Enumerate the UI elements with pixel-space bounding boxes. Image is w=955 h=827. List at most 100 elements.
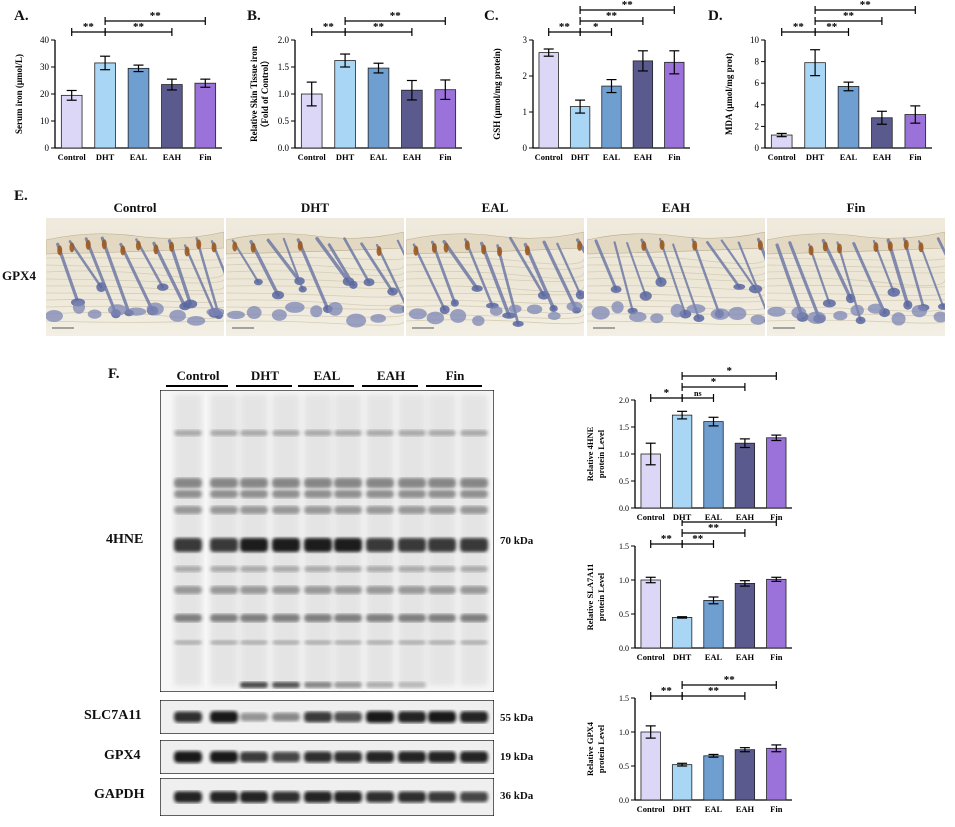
sig-label: * — [726, 365, 732, 377]
x-tick-label: EAL — [603, 152, 621, 162]
blot-band — [272, 566, 300, 572]
y-tick-label: 1.5 — [278, 62, 290, 72]
blot-band — [398, 682, 426, 688]
bar — [538, 52, 559, 149]
blot-band — [272, 712, 300, 722]
chart-gpx4-level: 0.0 0.5 1.0 1.5 Relative GPX4 protein Level Co… — [585, 674, 792, 814]
blot-band — [334, 566, 362, 572]
bar — [703, 421, 724, 509]
y-axis-label: protein Level — [596, 572, 606, 621]
x-tick-label: DHT — [673, 512, 692, 522]
x-tick-label: Control — [535, 152, 564, 162]
blot-band — [304, 490, 332, 498]
ihc-column-control: Control — [113, 200, 157, 215]
blot-band — [334, 791, 362, 803]
blot-band — [210, 791, 238, 803]
wb-lane-eah: EAH — [376, 368, 406, 383]
chart-gsh: 0 1 2 3 GSH (μmol/mg protein) Control DHT EAL EA… — [492, 0, 690, 162]
blot-band — [334, 614, 362, 622]
sig-label: ** — [373, 21, 385, 33]
x-tick-label: DHT — [571, 152, 590, 162]
y-axis-label: Relative SLA7A11 — [585, 564, 595, 631]
blot-band — [460, 478, 488, 488]
blot-band — [334, 538, 362, 552]
bar — [671, 764, 693, 801]
x-tick-label: Fin — [770, 652, 783, 662]
blot-band — [460, 614, 488, 622]
wb-lane-line-eah — [362, 385, 418, 387]
bar — [734, 442, 756, 509]
blot-band — [240, 490, 268, 498]
blot-band — [334, 751, 362, 763]
y-axis-label: Relative Skin Tissue iron — [249, 46, 259, 142]
ihc-column-eah: EAH — [661, 200, 691, 215]
blot-band — [398, 538, 426, 552]
y-tick-label: 0.5 — [278, 116, 290, 126]
y-tick-label: 2 — [755, 121, 760, 131]
chart-skin-tissue-iron: 0.0 0.5 1.0 1.5 2.0 Relative Skin Tissue iron… — [249, 10, 462, 162]
x-tick-label: EAH — [736, 512, 755, 522]
y-axis-label: （Fold of Control） — [260, 55, 270, 132]
panel-label-b: B. — [247, 8, 261, 24]
blot-band — [174, 538, 202, 552]
blot-band — [272, 538, 300, 552]
wb-row-label-4hne: 4HNE — [106, 532, 144, 547]
sig-label: ** — [606, 10, 618, 22]
blot-band — [272, 640, 300, 645]
sig-label: ** — [724, 520, 736, 523]
bar — [127, 67, 150, 149]
x-tick-label: DHT — [336, 152, 355, 162]
x-tick-label: Fin — [909, 152, 922, 162]
blot-band — [240, 538, 268, 552]
blot-band — [210, 490, 238, 498]
y-tick-label: 20 — [40, 89, 50, 99]
x-tick-label: Control — [637, 804, 666, 814]
blot-band — [460, 566, 488, 572]
wb-lane-dht: DHT — [250, 368, 280, 383]
y-tick-label: 0.5 — [619, 477, 629, 486]
x-tick-label: Fin — [770, 512, 783, 522]
bar — [766, 578, 787, 649]
blot-band — [272, 614, 300, 622]
blot-band — [398, 791, 426, 803]
y-axis-label: Serum iron (μmol/L) — [14, 54, 24, 134]
blot-band — [304, 586, 332, 594]
wb-lane-control: Control — [176, 368, 220, 383]
y-tick-label: 30 — [40, 62, 50, 72]
blot-band — [304, 614, 332, 622]
x-tick-label: EAL — [705, 512, 723, 522]
y-tick-label: 2.0 — [619, 396, 629, 405]
y-tick-label: 4 — [755, 100, 760, 110]
blot-band — [240, 478, 268, 488]
y-axis-label: Relative 4HNE — [585, 426, 595, 481]
bar — [766, 437, 787, 509]
wb-kda-4hne: 70 kDa — [500, 535, 534, 547]
x-tick-label: EAL — [705, 804, 723, 814]
y-axis-label: protein Level — [596, 724, 606, 773]
sig-label: ** — [323, 21, 335, 33]
y-tick-label: 1.0 — [619, 450, 629, 459]
blot-band — [428, 478, 456, 488]
blot-band — [272, 791, 300, 803]
wb-lane-line-dht — [236, 385, 292, 387]
bar — [766, 747, 787, 801]
sig-label: ** — [133, 21, 145, 33]
blot-band — [334, 490, 362, 498]
x-tick-label: EAL — [370, 152, 388, 162]
blot-band — [174, 430, 202, 436]
blot-band — [240, 751, 268, 763]
x-tick-label: EAL — [840, 152, 858, 162]
wb-kda-gapdh: 36 kDa — [500, 790, 534, 802]
y-tick-label: 1.0 — [278, 89, 290, 99]
blot-band — [210, 566, 238, 572]
y-tick-label: 0.0 — [619, 796, 629, 805]
bar — [367, 67, 390, 149]
bar — [94, 62, 116, 149]
blot-band — [366, 506, 394, 514]
x-tick-label: Control — [298, 152, 327, 162]
x-tick-label: EAL — [130, 152, 148, 162]
blot-band — [210, 751, 238, 763]
y-tick-label: 6 — [755, 78, 760, 88]
wb-lane-line-eal — [298, 385, 354, 387]
blot-band — [366, 640, 394, 645]
